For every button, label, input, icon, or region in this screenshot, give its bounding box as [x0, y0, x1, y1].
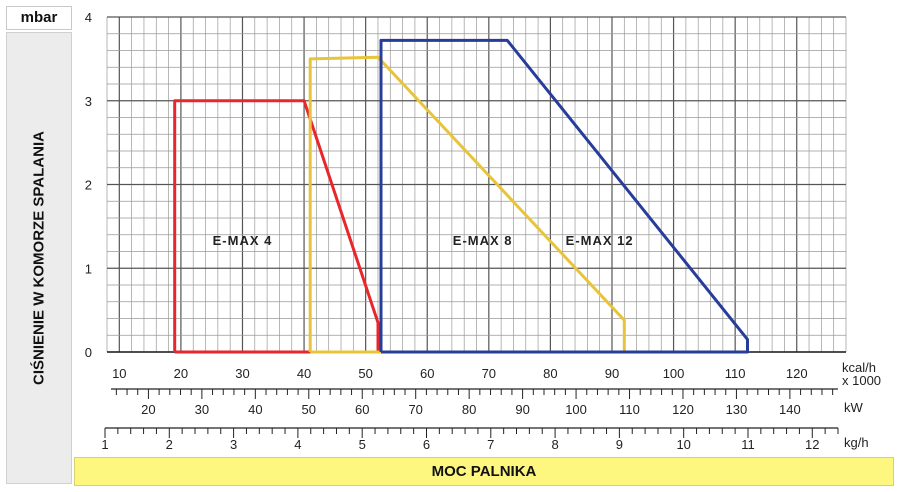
x-tick-label-kg: 11	[741, 437, 755, 452]
x-axis-title: MOC PALNIKA	[74, 457, 894, 486]
series-group	[173, 38, 749, 354]
y-tick-label: 4	[85, 10, 92, 25]
x-tick-label-kcal: 90	[605, 366, 619, 381]
y-axis-panel	[6, 32, 72, 484]
x-tick-label-kw: 90	[515, 402, 529, 417]
y-tick-label: 0	[85, 345, 92, 360]
x-tick-label-kcal: 80	[543, 366, 557, 381]
x-tick-label-kw: 140	[779, 402, 801, 417]
grid	[106, 16, 847, 353]
x-tick-label-kw: 70	[408, 402, 422, 417]
y-tick-label: 2	[85, 178, 92, 193]
x-tick-label-kw: 50	[302, 402, 316, 417]
x-unit-kg: kg/h	[844, 435, 869, 450]
x-tick-label-kg: 2	[166, 437, 173, 452]
x-tick-label-kg: 12	[805, 437, 819, 452]
x-tick-label-kcal: 70	[482, 366, 496, 381]
x-tick-label-kcal: 50	[358, 366, 372, 381]
x-tick-label-kw: 130	[726, 402, 748, 417]
series-label: E-MAX 8	[453, 233, 513, 248]
series-labels: E-MAX 4 E-MAX 8 E-MAX 12	[213, 233, 634, 248]
x-tick-label-kcal: 120	[786, 366, 808, 381]
y-tick-label: 1	[85, 261, 92, 276]
x-tick-label-kcal: 60	[420, 366, 434, 381]
series-label: E-MAX 4	[213, 233, 273, 248]
x-tick-label-kg: 1	[101, 437, 108, 452]
y-tick-label: 3	[85, 94, 92, 109]
x-tick-label-kw: 20	[141, 402, 155, 417]
y-unit-label: mbar	[6, 6, 72, 30]
x-tick-label-kg: 5	[359, 437, 366, 452]
x-unit-kcal: kcal/h	[842, 360, 876, 375]
x-tick-label-kg: 7	[487, 437, 494, 452]
x-unit-kcal-multiplier: x 1000	[842, 373, 881, 388]
x-unit-kw: kW	[844, 400, 864, 415]
x-tick-label-kw: 30	[195, 402, 209, 417]
x-tick-label-kcal: 100	[663, 366, 685, 381]
x-tick-label-kw: 40	[248, 402, 262, 417]
x-tick-label-kg: 6	[423, 437, 430, 452]
x-tick-label-kcal: 30	[235, 366, 249, 381]
x-tick-label-kw: 80	[462, 402, 476, 417]
x-tick-label-kw: 100	[565, 402, 587, 417]
x-tick-label-kg: 10	[676, 437, 690, 452]
x-tick-label-kw: 120	[672, 402, 694, 417]
x-tick-label-kg: 9	[616, 437, 623, 452]
x-tick-label-kcal: 40	[297, 366, 311, 381]
x-tick-label-kcal: 10	[112, 366, 126, 381]
x-tick-label-kg: 3	[230, 437, 237, 452]
x-tick-label-kcal: 20	[174, 366, 188, 381]
x-tick-label-kg: 4	[294, 437, 301, 452]
series-line	[379, 38, 749, 354]
series-label: E-MAX 12	[566, 233, 634, 248]
x-tick-label-kg: 8	[551, 437, 558, 452]
x-tick-label-kcal: 110	[725, 366, 746, 381]
x-tick-label-kw: 60	[355, 402, 369, 417]
x-tick-label-kw: 110	[619, 402, 640, 417]
